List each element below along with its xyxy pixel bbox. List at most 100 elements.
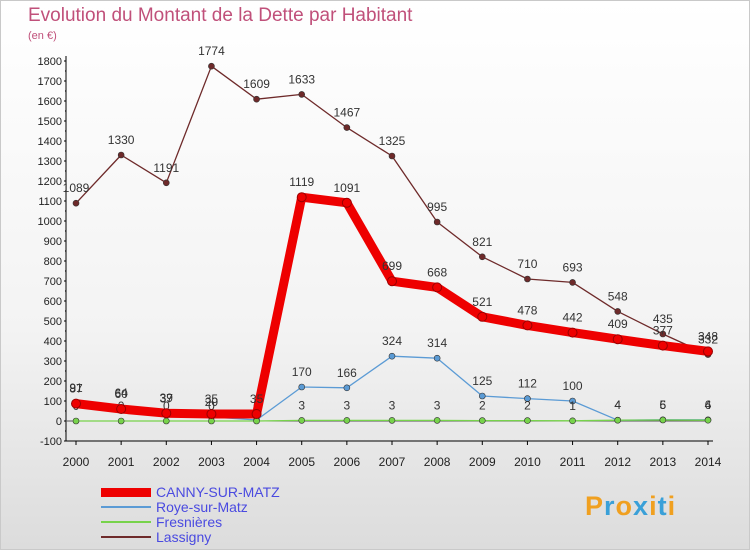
y-tick-label: 1800 [38,56,62,68]
x-tick-label: 2007 [379,455,406,469]
data-label: 3 [434,398,441,412]
data-label: 699 [382,259,402,273]
y-tick-label: 1400 [38,136,62,148]
data-label: 100 [563,379,583,393]
data-point [704,416,712,424]
chart-title: Evolution du Montant de la Dette par Hab… [28,5,413,26]
x-tick-label: 2012 [604,455,631,469]
data-label: 5 [660,398,667,412]
data-point [524,275,531,283]
data-point [253,95,260,103]
x-tick-label: 2001 [108,455,135,469]
data-point [296,192,307,203]
data-point [298,417,306,424]
data-point [117,417,125,425]
series-line-0 [71,192,713,419]
data-point [614,308,622,315]
data-label: 20 [205,395,219,409]
y-tick-label: 200 [44,376,62,388]
data-point [659,416,667,424]
data-point [659,330,667,338]
data-point [433,354,441,362]
data-label: 1467 [334,106,361,120]
data-point [251,409,262,419]
data-point [161,408,172,419]
data-label: 409 [608,317,628,331]
x-tick-label: 2002 [153,455,180,469]
data-label: 35 [250,392,264,406]
y-tick-label: 1100 [38,196,62,208]
data-label: 348 [698,329,718,343]
logo-letter: x [633,491,650,521]
data-point [162,417,170,425]
data-point [657,340,668,351]
legend-label: CANNY-SUR-MATZ [156,484,280,500]
data-label: 693 [563,260,583,274]
data-point [432,282,443,293]
x-tick-label: 2000 [63,455,90,469]
chart-unit: (en €) [28,30,57,42]
y-tick-label: -100 [40,436,62,448]
y-tick-label: 700 [44,276,62,288]
data-label: 1609 [243,77,270,91]
data-point [524,417,531,424]
data-label: 125 [472,374,492,388]
legend-item: Roye-sur-Matz [101,500,341,515]
y-tick-label: 300 [44,356,62,368]
data-label: 39 [160,391,174,405]
x-tick-label: 2006 [334,455,361,469]
x-tick-label: 2008 [424,455,451,469]
x-tick-label: 2010 [514,455,541,469]
data-point [569,417,576,425]
y-tick-label: 1300 [38,156,62,168]
data-point [72,199,80,207]
data-point [298,91,306,98]
legend-swatch [101,487,151,497]
y-tick-label: 1700 [38,76,62,88]
data-point [162,179,170,187]
data-point [477,311,488,322]
data-point [343,417,351,424]
data-point [433,218,441,226]
logo-letter: o [615,491,634,521]
data-label: 324 [382,334,402,348]
logo-letter: i [649,491,658,521]
y-tick-label: 900 [44,236,62,248]
x-tick-label: 2014 [695,455,722,469]
data-label: 0 [163,399,170,413]
data-label: 710 [517,257,537,271]
data-label: 0 [208,399,215,413]
data-point [341,197,352,208]
data-label: 377 [653,324,673,338]
data-point [614,416,622,424]
legend-label: Roye-sur-Matz [156,499,248,515]
data-point [478,417,486,424]
data-label: 2 [524,399,531,413]
y-tick-label: 100 [44,396,62,408]
data-point [343,384,351,392]
data-point [478,392,486,400]
data-label: 4 [705,398,712,412]
data-point [703,346,713,357]
data-label: 435 [653,312,673,326]
y-tick-label: 400 [44,336,62,348]
x-tick-label: 2003 [198,455,225,469]
y-tick-label: 1500 [38,116,62,128]
data-point [567,327,578,338]
data-label: 442 [563,311,583,325]
data-point [612,334,623,345]
data-point [433,417,441,424]
data-label: 1 [569,399,576,413]
data-point [71,398,81,409]
data-point [388,417,396,424]
data-label: 91 [69,381,83,395]
data-label: 995 [427,200,447,214]
data-label: 3 [298,398,305,412]
data-point [478,253,486,261]
data-point [72,417,80,425]
chart-legend: CANNY-SUR-MATZ Roye-sur-Matz Fresnières Las… [101,485,341,545]
data-label: 1633 [288,72,315,86]
y-tick-label: 0 [56,416,62,428]
